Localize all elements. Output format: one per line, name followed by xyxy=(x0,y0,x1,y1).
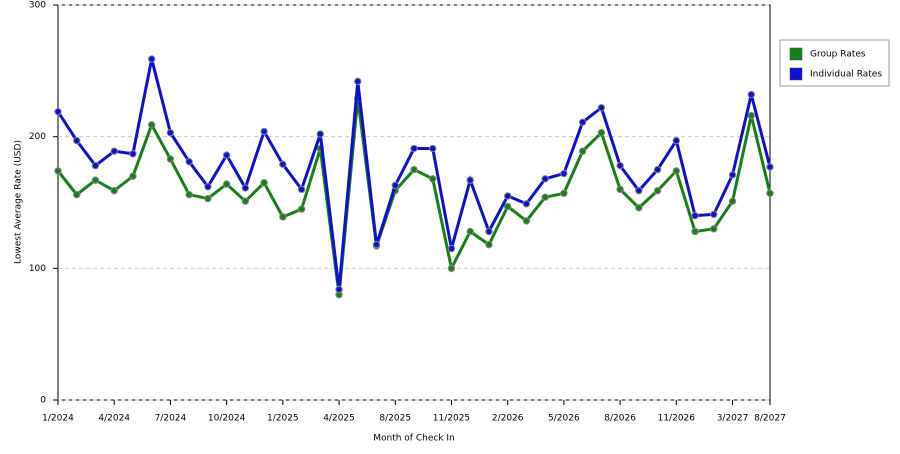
data-point xyxy=(485,240,493,249)
data-point xyxy=(73,190,81,199)
x-tick-label: 8/2027 xyxy=(754,414,786,424)
data-point xyxy=(204,194,212,203)
data-point xyxy=(260,179,268,187)
data-point xyxy=(279,213,287,221)
data-point xyxy=(578,147,587,155)
data-point xyxy=(429,175,437,183)
x-tick-label: 4/2025 xyxy=(323,414,355,424)
data-point xyxy=(110,147,118,155)
data-point xyxy=(185,157,193,166)
data-point xyxy=(597,104,606,112)
data-point xyxy=(54,107,62,116)
data-point xyxy=(691,227,699,236)
data-point xyxy=(222,151,231,159)
data-point xyxy=(447,244,456,253)
data-point xyxy=(747,90,755,99)
data-point xyxy=(766,189,774,197)
data-point xyxy=(241,197,250,205)
y-tick-label: 100 xyxy=(29,264,46,274)
data-point xyxy=(766,163,774,171)
x-axis-title: Month of Check In xyxy=(373,434,455,444)
plot-area xyxy=(57,4,771,401)
data-point xyxy=(653,165,662,174)
y-axis-title: Lowest Average Rate (USD) xyxy=(14,140,24,264)
data-point xyxy=(710,225,718,233)
data-point xyxy=(54,167,62,175)
data-point xyxy=(391,181,399,190)
data-point xyxy=(73,136,81,145)
x-tick-label: 1/2025 xyxy=(267,414,299,424)
data-point xyxy=(316,130,325,138)
data-point xyxy=(635,204,643,212)
x-tick-label: 4/2024 xyxy=(98,414,130,424)
data-point xyxy=(335,285,343,294)
data-point xyxy=(728,171,737,179)
data-point xyxy=(616,161,624,170)
data-point xyxy=(91,161,100,170)
data-point xyxy=(129,150,137,158)
data-point xyxy=(710,210,718,219)
data-point xyxy=(166,129,175,137)
y-tick-label: 200 xyxy=(29,132,46,142)
data-point xyxy=(522,200,531,208)
x-tick-label: 5/2026 xyxy=(548,414,580,424)
x-tick-label: 11/2026 xyxy=(658,414,696,424)
x-tick-label: 8/2026 xyxy=(604,414,636,424)
data-point xyxy=(91,176,100,184)
data-point xyxy=(185,190,193,199)
data-point xyxy=(279,160,287,169)
x-tick-label: 7/2024 xyxy=(155,414,187,424)
data-point xyxy=(110,186,118,195)
data-point xyxy=(560,169,568,178)
data-point xyxy=(672,167,681,175)
data-point xyxy=(728,197,737,205)
data-point xyxy=(560,189,568,197)
data-point xyxy=(222,180,231,188)
legend-swatch xyxy=(789,67,803,81)
data-point xyxy=(635,186,643,195)
x-tick-label: 3/2027 xyxy=(717,414,749,424)
data-point xyxy=(297,205,306,213)
data-point xyxy=(616,185,624,194)
data-point xyxy=(653,186,662,195)
data-point xyxy=(503,192,512,200)
data-point xyxy=(297,185,306,194)
legend-label: Group Rates xyxy=(810,50,866,60)
data-point xyxy=(241,184,250,192)
data-point xyxy=(260,127,268,136)
data-point xyxy=(166,155,175,163)
data-point xyxy=(747,111,755,120)
data-point xyxy=(485,227,493,236)
data-point xyxy=(672,136,681,145)
data-point xyxy=(410,165,418,174)
x-tick-label: 2/2026 xyxy=(492,414,524,424)
data-point xyxy=(503,202,512,211)
legend-swatch xyxy=(789,47,803,61)
legend-label: Individual Rates xyxy=(810,70,882,80)
y-tick-label: 300 xyxy=(29,1,46,11)
data-point xyxy=(372,240,381,249)
data-point xyxy=(147,121,156,129)
data-point xyxy=(691,211,699,220)
data-point xyxy=(447,264,456,273)
x-tick-label: 10/2024 xyxy=(208,414,246,424)
x-tick-label: 11/2025 xyxy=(433,414,470,424)
data-point xyxy=(597,129,606,137)
data-point xyxy=(522,217,531,225)
data-point xyxy=(410,144,418,153)
x-tick-label: 1/2024 xyxy=(42,414,74,424)
data-point xyxy=(147,55,156,63)
data-point xyxy=(429,144,437,153)
y-tick-label: 0 xyxy=(40,396,46,406)
data-point xyxy=(466,176,474,184)
x-tick-label: 8/2025 xyxy=(379,414,411,424)
data-point xyxy=(541,193,549,201)
data-point xyxy=(578,118,587,126)
data-point xyxy=(466,227,474,236)
data-point xyxy=(541,175,549,183)
data-point xyxy=(129,172,137,180)
data-point xyxy=(204,183,212,191)
data-point xyxy=(354,77,362,86)
